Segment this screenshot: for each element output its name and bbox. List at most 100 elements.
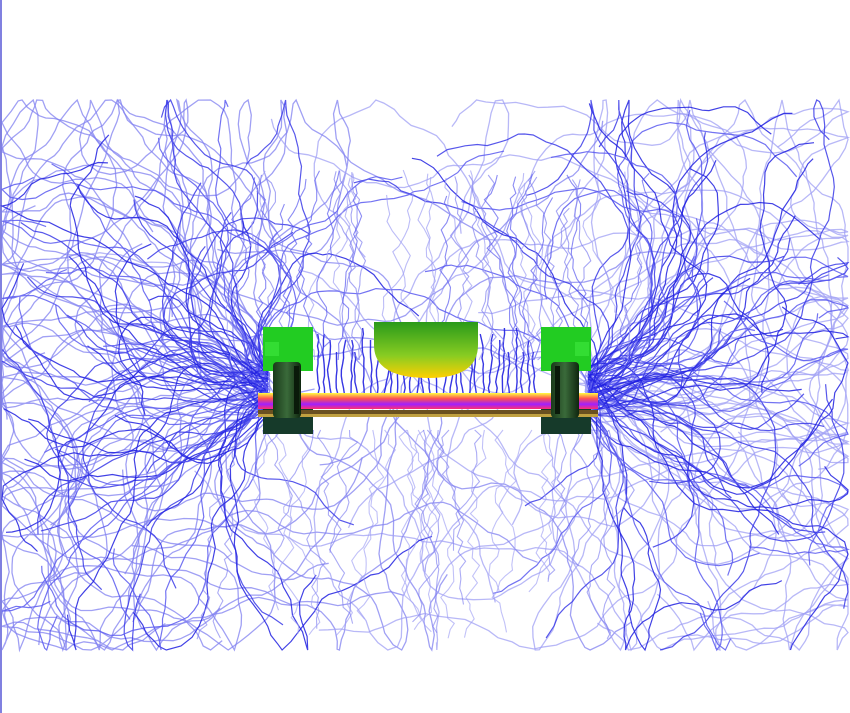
streamline [587,411,732,651]
central-dish [374,322,478,378]
streamline [550,151,678,399]
streamline [587,372,662,652]
streamline [321,333,326,395]
base-rail-top [258,410,598,414]
streamline [264,429,293,555]
streamline [68,256,269,392]
streamline [587,255,785,382]
streamline [0,371,271,651]
streamline [147,229,281,410]
streamline [587,406,850,555]
streamline [494,339,501,395]
streamline [413,429,438,631]
streamline [1,268,269,396]
streamline [318,97,766,650]
streamline [501,327,506,395]
streamline [111,271,406,512]
streamline [479,333,486,395]
streamline [468,174,500,361]
streamline [587,373,833,495]
streamline [506,351,511,395]
streamline [82,326,269,589]
streamline [335,352,339,395]
streamline [229,396,433,651]
streamline [146,391,269,527]
streamline [118,316,269,416]
streamline [44,404,269,454]
streamline [46,357,269,591]
streamline [245,99,311,381]
streamline [234,376,354,526]
streamline [316,429,354,624]
streamline [316,333,321,395]
left-magnet-highlight [265,342,279,356]
streamline [1,349,269,489]
streamline [1,336,329,581]
streamline [230,220,269,370]
streamline [587,168,720,385]
streamline [114,397,269,465]
streamline [67,411,269,620]
streamline [587,106,772,394]
streamline [353,351,359,395]
streamline [164,99,269,369]
streamline [1,370,269,612]
streamline [112,393,269,651]
streamline [587,384,845,542]
streamline [617,171,643,361]
streamline [398,429,426,563]
streamline [133,199,269,376]
streamline [188,212,269,407]
streamline [157,137,269,394]
streamline [491,429,517,633]
streamline [217,368,317,651]
streamline [424,429,450,573]
streamline [108,318,269,387]
streamline [276,429,310,634]
field-streamlines [0,97,850,653]
streamline [587,201,820,391]
streamline [20,221,269,409]
streamline [1,98,272,415]
streamline [335,429,397,637]
viewport-left-border [0,0,2,713]
streamline [587,400,721,484]
streamline [587,277,714,396]
streamline [587,377,777,651]
streamline [186,246,269,381]
streamline [69,134,269,380]
streamline [189,98,525,382]
streamline [18,296,269,420]
streamline [535,429,563,580]
streamline [270,118,833,566]
streamline [1,362,269,552]
streamline [521,176,545,361]
streamline [480,174,509,361]
streamline [493,406,613,594]
streamline [1,352,271,653]
streamline [356,429,385,620]
streamline [316,170,340,361]
streamline [584,349,823,547]
streamline [369,340,373,394]
streamline [329,429,359,553]
streamline [347,355,850,529]
streamline [547,429,567,582]
streamline [54,406,269,486]
streamline [586,429,610,634]
streamline [587,409,825,432]
streamline [0,416,271,651]
streamline [522,197,554,361]
streamline [515,327,519,395]
right-coil-edge [555,366,560,414]
streamline [190,217,310,401]
streamline [587,392,849,609]
streamline [392,169,420,361]
streamline [488,429,533,593]
streamline [1,196,271,646]
streamline [28,401,269,464]
streamline [587,261,850,386]
streamline [40,396,269,532]
streamline [88,344,269,403]
